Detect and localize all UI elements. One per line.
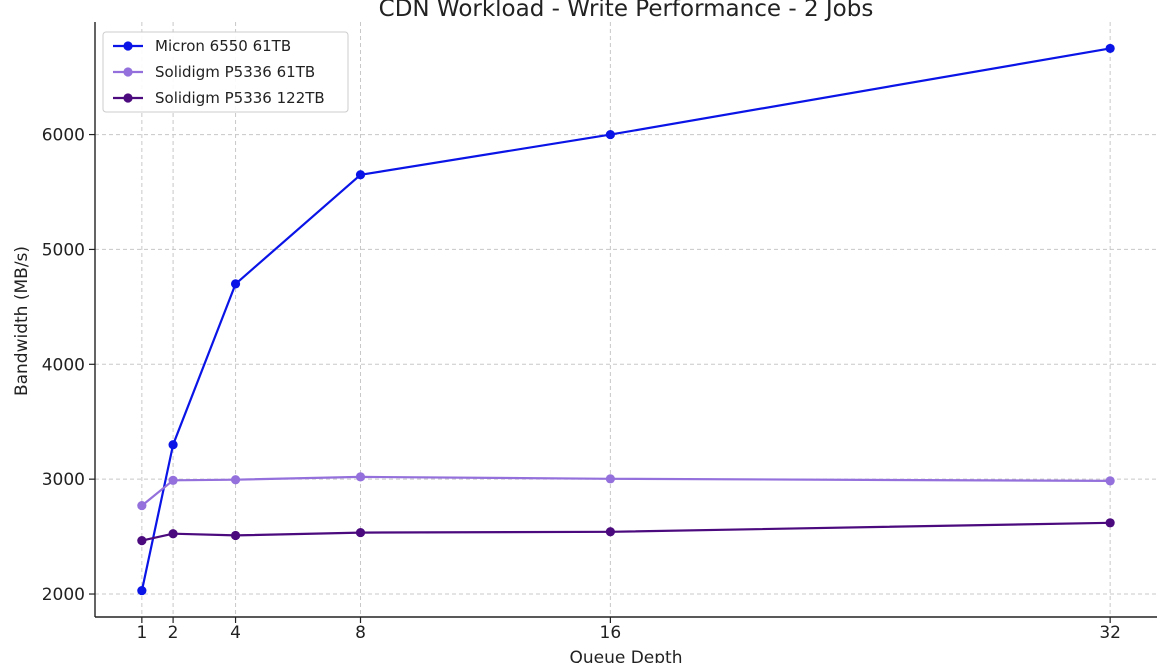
- y-axis-label: Bandwidth (MB/s): [12, 246, 32, 396]
- data-point: [1105, 518, 1115, 528]
- chart-title: CDN Workload - Write Performance - 2 Job…: [379, 0, 874, 22]
- data-point: [137, 585, 147, 596]
- x-tick-label: 2: [168, 623, 179, 643]
- data-point: [230, 475, 241, 485]
- axes-layer: [94, 22, 1157, 618]
- series-layer: [137, 43, 1115, 596]
- series-line: [141, 475, 1111, 507]
- data-point: [230, 279, 241, 289]
- series-3: [137, 518, 1115, 546]
- x-tick-label: 1: [136, 623, 147, 643]
- ticks-layer: 1 2 4 8 16 32 2000 3000 4000 5000 6000: [42, 126, 1121, 643]
- data-point: [168, 475, 178, 485]
- data-point: [355, 527, 366, 538]
- x-tick-label: 8: [355, 623, 366, 643]
- series-1: [137, 43, 1115, 596]
- data-point: [1105, 43, 1115, 54]
- data-point: [355, 472, 366, 482]
- legend: Micron 6550 61TB Solidigm P5336 61TB Solid…: [102, 31, 349, 113]
- series-line: [141, 521, 1111, 542]
- data-point: [605, 129, 615, 140]
- data-point: [168, 529, 178, 539]
- data-point: [230, 530, 241, 541]
- data-point: [137, 500, 147, 511]
- y-tick-label: 2000: [42, 585, 85, 605]
- x-tick-label: 32: [1099, 623, 1121, 643]
- data-point: [605, 527, 615, 537]
- y-tick-label: 4000: [42, 355, 85, 375]
- x-tick-label: 16: [600, 623, 622, 643]
- data-point: [137, 536, 147, 546]
- y-tick-label: 6000: [42, 126, 85, 146]
- data-point: [605, 474, 615, 484]
- legend-swatch-marker: [123, 41, 133, 51]
- data-point: [1105, 476, 1115, 486]
- x-tick-label: 4: [230, 623, 241, 643]
- x-axis-label: Queue Depth: [569, 648, 682, 663]
- data-point: [355, 170, 366, 180]
- legend-swatch-marker: [123, 67, 133, 77]
- series-line: [140, 47, 1111, 591]
- legend-label: Solidigm P5336 122TB: [155, 89, 325, 107]
- legend-label: Micron 6550 61TB: [155, 37, 291, 55]
- y-tick-label: 5000: [42, 240, 85, 260]
- legend-box: [102, 31, 349, 113]
- data-point: [168, 440, 178, 450]
- legend-label: Solidigm P5336 61TB: [155, 63, 315, 81]
- legend-swatch-marker: [123, 93, 133, 103]
- y-tick-label: 3000: [42, 470, 85, 490]
- grid-layer: [95, 22, 1157, 617]
- series-2: [137, 472, 1115, 511]
